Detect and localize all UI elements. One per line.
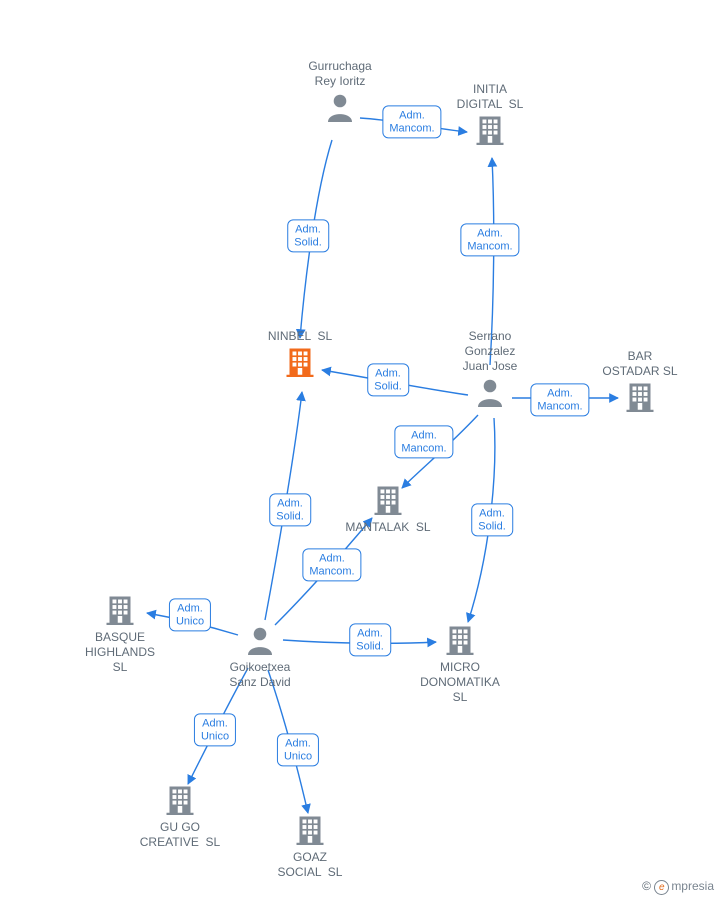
edge-label-serrano-ninbel: Adm. Solid.: [367, 363, 409, 396]
person-icon: [205, 622, 315, 658]
person-icon: [435, 374, 545, 410]
building-icon: [333, 482, 443, 518]
node-label-goikoetxea: Goikoetxea Sanz David: [205, 660, 315, 690]
brand-name: mpresia: [671, 879, 714, 893]
node-ninbel[interactable]: NINBEL SL: [245, 327, 355, 380]
node-initia[interactable]: INITIA DIGITAL SL: [435, 80, 545, 148]
person-icon: [285, 89, 395, 125]
edge-label-goikoetxea-gugo: Adm. Unico: [194, 713, 236, 746]
node-goikoetxea[interactable]: Goikoetxea Sanz David: [205, 622, 315, 690]
node-label-basque: BASQUE HIGHLANDS SL: [65, 630, 175, 675]
edge-label-serrano-mantalak: Adm. Mancom.: [394, 425, 453, 458]
building-icon: [245, 344, 355, 380]
node-mantalak[interactable]: MANTALAK SL: [333, 482, 443, 535]
building-icon: [255, 812, 365, 848]
edge-paths: [147, 118, 618, 813]
building-icon: [65, 592, 175, 628]
diagram-stage: Adm. Mancom. Adm. Solid. Adm. Mancom. Adm. …: [0, 0, 728, 905]
edge-label-goikoetxea-micro: Adm. Solid.: [349, 623, 391, 656]
brand-logo-icon: e: [654, 880, 669, 895]
node-label-goaz: GOAZ SOCIAL SL: [255, 850, 365, 880]
building-icon: [405, 622, 515, 658]
edge-label-serrano-initia: Adm. Mancom.: [460, 223, 519, 256]
building-icon: [125, 782, 235, 818]
node-basque[interactable]: BASQUE HIGHLANDS SL: [65, 592, 175, 675]
node-label-micro: MICRO DONOMATIKA SL: [405, 660, 515, 705]
node-label-mantalak: MANTALAK SL: [333, 520, 443, 535]
node-label-gurruchaga: Gurruchaga Rey Ioritz: [285, 59, 395, 89]
node-label-serrano: Serrano Gonzalez Juan Jose: [435, 329, 545, 374]
node-label-initia: INITIA DIGITAL SL: [435, 82, 545, 112]
node-label-ninbel: NINBEL SL: [245, 329, 355, 344]
node-label-barostadar: BAR OSTADAR SL: [585, 349, 695, 379]
edge-label-serrano-micro: Adm. Solid.: [471, 503, 513, 536]
building-icon: [585, 379, 695, 415]
node-serrano[interactable]: Serrano Gonzalez Juan Jose: [435, 327, 545, 410]
node-barostadar[interactable]: BAR OSTADAR SL: [585, 347, 695, 415]
copyright: © empresia: [642, 879, 714, 895]
node-gurruchaga[interactable]: Gurruchaga Rey Ioritz: [285, 57, 395, 125]
edge-label-goikoetxea-goaz: Adm. Unico: [277, 733, 319, 766]
node-label-gugo: GU GO CREATIVE SL: [125, 820, 235, 850]
edge-label-gurruchaga-ninbel: Adm. Solid.: [287, 219, 329, 252]
edge-label-goikoetxea-mantalak: Adm. Mancom.: [302, 548, 361, 581]
node-micro[interactable]: MICRO DONOMATIKA SL: [405, 622, 515, 705]
edge-label-goikoetxea-ninbel: Adm. Solid.: [269, 493, 311, 526]
edges-layer: [0, 0, 728, 905]
copyright-symbol: ©: [642, 879, 651, 893]
node-gugo[interactable]: GU GO CREATIVE SL: [125, 782, 235, 850]
node-goaz[interactable]: GOAZ SOCIAL SL: [255, 812, 365, 880]
building-icon: [435, 112, 545, 148]
